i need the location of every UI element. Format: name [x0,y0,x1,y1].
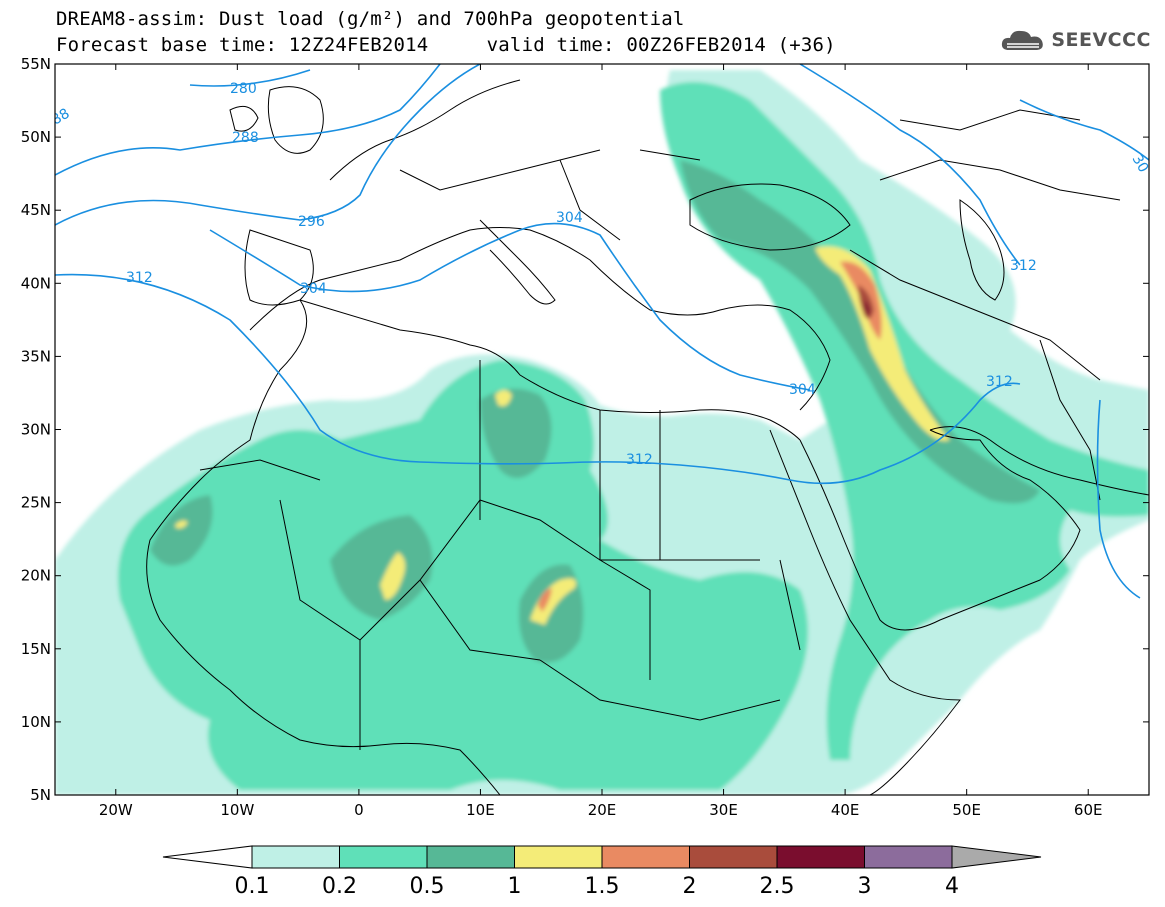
contour-label-304-a: 304 [300,281,327,297]
lon-tick-label: 10W [220,801,254,819]
map-plot-area: 280 288 88 296 304 312 304 304 312 312 3… [55,64,1149,795]
colorbar-swatch [339,845,428,869]
lat-tick-label: 40N [21,274,51,292]
seevccc-logo: SEEVCCC [999,26,1151,54]
colorbar-swatch [251,845,340,869]
lat-tick-label: 15N [21,640,51,658]
contour-label-312-b: 312 [626,452,653,468]
contour-label-288: 288 [232,130,259,146]
dust-load-field [55,70,1149,795]
forecast-base-time: Forecast base time: 12Z24FEB2014 [56,34,429,56]
lon-tick-label: 30E [709,801,738,819]
geopotential-contours [55,64,1149,599]
contour-label-280: 280 [230,81,257,97]
map-subtitle: Forecast base time: 12Z24FEB2014 valid t… [56,34,836,56]
cloud-logo-icon [1002,30,1044,50]
colorbar-swatch [426,845,515,869]
lat-tick-label: 20N [21,567,51,585]
colorbar-label: 0.5 [410,874,445,899]
dust-band-2 [858,285,874,319]
colorbar-label: 2.5 [760,874,795,899]
contour-labels: 280 288 88 296 304 312 304 304 312 312 3… [55,81,1149,468]
lat-tick-label: 25N [21,494,51,512]
contour-label-312-c: 312 [986,374,1013,390]
contour-label-304-c: 304 [789,382,816,398]
contour-label-312-a: 312 [126,270,153,286]
lon-tick-label: 20E [588,801,617,819]
latitude-axis: 55N 50N 45N 40N 35N 30N 25N 20N 15N 10N 5N [21,55,1149,804]
colorbar-label: 3 [858,874,872,899]
coastlines [146,79,1149,795]
colorbar-swatch [689,845,778,869]
contour-label-312-d: 312 [1010,258,1037,274]
lat-tick-label: 10N [21,713,51,731]
lon-tick-label: 50E [952,801,981,819]
longitude-axis: 20W 10W 0 10E 20E 30E 40E 50E 60E [99,64,1103,819]
lat-tick-label: 30N [21,421,51,439]
colorbar-low-arrow [162,845,253,869]
colorbar: 0.1 0.2 0.5 1 1.5 2 2.5 3 4 [162,845,1042,899]
lon-tick-label: 60E [1074,801,1103,819]
colorbar-label: 0.1 [235,874,270,899]
contour-label-296: 296 [298,214,325,230]
dust-band-2.5 [864,300,870,316]
lat-tick-label: 35N [21,347,51,365]
lat-tick-label: 50N [21,128,51,146]
lat-tick-label: 5N [30,786,51,804]
contour-label-304-b: 304 [556,210,583,226]
lon-tick-label: 10E [466,801,495,819]
colorbar-label: 0.2 [322,874,357,899]
colorbar-swatch [601,845,690,869]
map-title: DREAM8-assim: Dust load (g/m²) and 700hP… [56,8,685,30]
lat-tick-label: 45N [21,201,51,219]
colorbar-high-arrow [951,845,1042,869]
valid-time: valid time: 00Z26FEB2014 (+36) [486,34,836,56]
colorbar-label: 2 [683,874,697,899]
colorbar-label: 4 [945,874,959,899]
lon-tick-label: 0 [354,801,364,819]
lon-tick-label: 20W [99,801,133,819]
colorbar-label: 1 [508,874,522,899]
colorbar-swatch [864,845,953,869]
colorbar-swatch [514,845,603,869]
colorbar-swatch [776,845,865,869]
colorbar-label: 1.5 [585,874,620,899]
dust-band-0.5 [150,160,1040,663]
lat-tick-label: 55N [21,55,51,73]
logo-text: SEEVCCC [1051,29,1151,51]
lon-tick-label: 40E [831,801,860,819]
